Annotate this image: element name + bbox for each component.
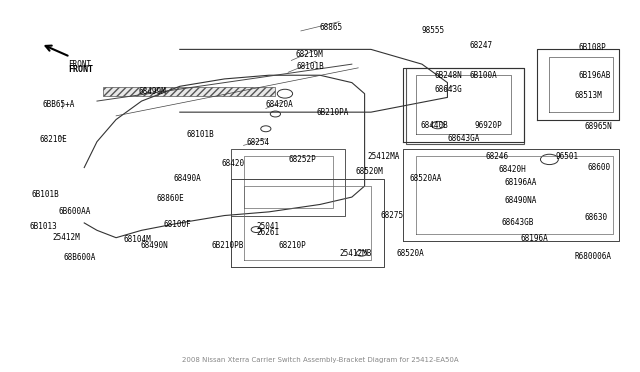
Text: 25041: 25041 bbox=[256, 222, 280, 231]
Text: 68643GB: 68643GB bbox=[502, 218, 534, 227]
Text: 25412MB: 25412MB bbox=[339, 249, 371, 258]
Text: 68210E: 68210E bbox=[40, 135, 67, 144]
Text: 68865: 68865 bbox=[320, 23, 343, 32]
Text: 2008 Nissan Xterra Carrier Switch Assembly-Bracket Diagram for 25412-EA50A: 2008 Nissan Xterra Carrier Switch Assemb… bbox=[182, 357, 458, 363]
Text: 25412M: 25412M bbox=[52, 233, 80, 242]
Text: 68520A: 68520A bbox=[396, 249, 424, 258]
Text: 68490NA: 68490NA bbox=[505, 196, 537, 205]
Text: 68104M: 68104M bbox=[124, 235, 152, 244]
Text: 6B210PA: 6B210PA bbox=[317, 108, 349, 117]
Text: 68420A: 68420A bbox=[266, 100, 294, 109]
Text: 68252P: 68252P bbox=[288, 155, 316, 164]
Text: 6B100A: 6B100A bbox=[470, 71, 497, 80]
Text: 68643GA: 68643GA bbox=[447, 134, 480, 142]
Text: 68246: 68246 bbox=[486, 152, 509, 161]
Text: 96501: 96501 bbox=[556, 152, 579, 161]
Text: 96920P: 96920P bbox=[474, 121, 502, 129]
Text: 6B248N: 6B248N bbox=[435, 71, 463, 80]
Text: 6BB65+A: 6BB65+A bbox=[43, 100, 75, 109]
Text: 98555: 98555 bbox=[422, 26, 445, 35]
Text: 68101B: 68101B bbox=[296, 61, 324, 71]
Text: 68490N: 68490N bbox=[140, 241, 168, 250]
Text: 6B196AB: 6B196AB bbox=[578, 71, 611, 80]
Text: 68210P: 68210P bbox=[278, 241, 307, 250]
Text: 68100F: 68100F bbox=[164, 220, 191, 229]
Text: FRONT: FRONT bbox=[68, 64, 93, 74]
Text: 68490A: 68490A bbox=[173, 174, 201, 183]
Text: 68630: 68630 bbox=[584, 213, 607, 222]
Text: 6B1013: 6B1013 bbox=[29, 222, 57, 231]
Text: 6B101B: 6B101B bbox=[32, 190, 60, 199]
Text: 68440B: 68440B bbox=[420, 121, 449, 129]
Text: R680006A: R680006A bbox=[575, 251, 612, 261]
Text: 68219M: 68219M bbox=[296, 51, 324, 60]
Text: FRONT: FRONT bbox=[68, 60, 92, 69]
Text: 68196AA: 68196AA bbox=[505, 178, 537, 187]
Text: 26261: 26261 bbox=[256, 228, 280, 237]
Text: 68420H: 68420H bbox=[499, 165, 526, 174]
Text: 68254: 68254 bbox=[246, 138, 270, 147]
Text: 6B108P: 6B108P bbox=[578, 43, 606, 52]
Text: 68247: 68247 bbox=[470, 41, 493, 50]
Text: 25412MA: 25412MA bbox=[368, 152, 400, 161]
Text: 6B600AA: 6B600AA bbox=[59, 207, 91, 217]
Text: 6B210PB: 6B210PB bbox=[212, 241, 244, 250]
Text: 68513M: 68513M bbox=[575, 91, 603, 100]
Text: 68520M: 68520M bbox=[355, 167, 383, 176]
FancyBboxPatch shape bbox=[103, 87, 275, 96]
Text: 68499M: 68499M bbox=[138, 87, 166, 96]
Text: 68101B: 68101B bbox=[186, 130, 214, 139]
Text: 68275: 68275 bbox=[381, 211, 404, 220]
Text: 68600: 68600 bbox=[588, 163, 611, 172]
Text: 68420: 68420 bbox=[221, 159, 244, 169]
Text: 68965N: 68965N bbox=[584, 122, 612, 131]
Text: 68196A: 68196A bbox=[521, 234, 548, 243]
Text: 68643G: 68643G bbox=[435, 85, 463, 94]
Text: 68520AA: 68520AA bbox=[409, 174, 442, 183]
Text: 68B600A: 68B600A bbox=[64, 253, 96, 263]
Text: 68860E: 68860E bbox=[156, 194, 184, 203]
